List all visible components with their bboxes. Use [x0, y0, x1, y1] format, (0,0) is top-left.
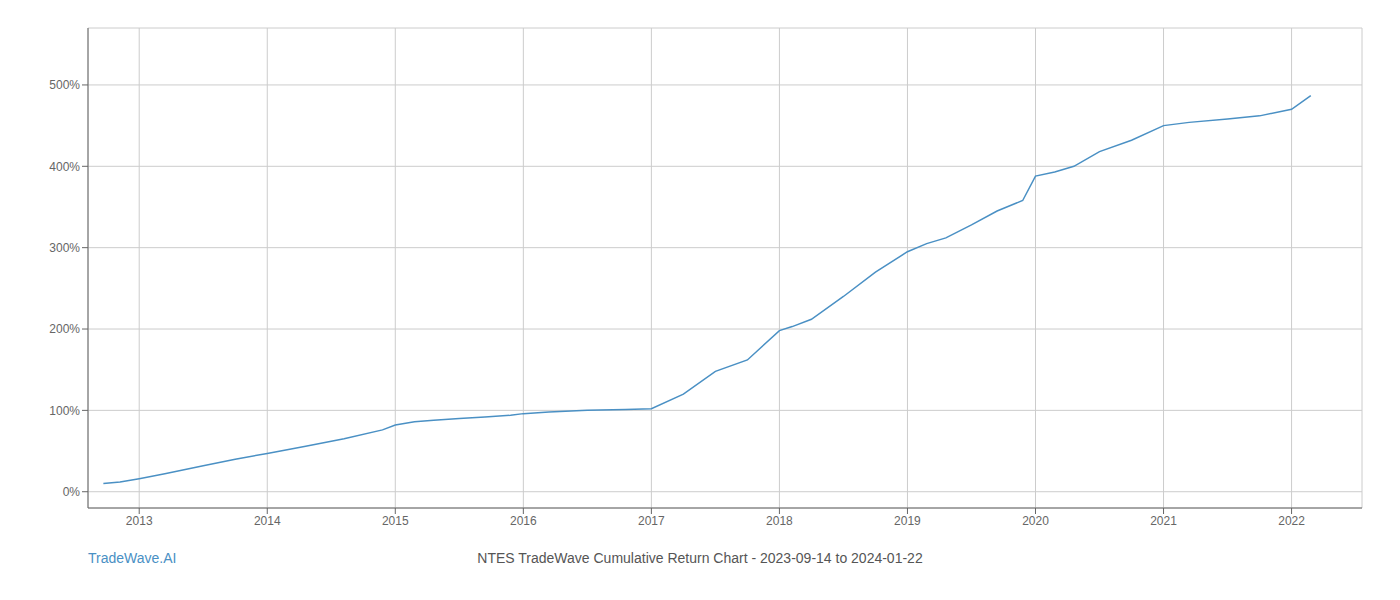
svg-text:2018: 2018 — [766, 514, 793, 528]
html-text:NTES TradeWave Cumulative Retu: NTES TradeWave Cumulative Return Chart -… — [477, 550, 923, 566]
svg-text:500%: 500% — [49, 78, 80, 92]
svg-text:0%: 0% — [63, 485, 81, 499]
svg-text:200%: 200% — [49, 322, 80, 336]
svg-text:2016: 2016 — [510, 514, 537, 528]
svg-text:2017: 2017 — [638, 514, 665, 528]
svg-text:2015: 2015 — [382, 514, 409, 528]
svg-text:2022: 2022 — [1278, 514, 1305, 528]
svg-text:400%: 400% — [49, 160, 80, 174]
svg-text:2020: 2020 — [1022, 514, 1049, 528]
svg-text:2021: 2021 — [1150, 514, 1177, 528]
svg-text:300%: 300% — [49, 241, 80, 255]
svg-text:2013: 2013 — [126, 514, 153, 528]
html-text:TradeWave.AI: TradeWave.AI — [88, 550, 177, 566]
svg-text:2019: 2019 — [894, 514, 921, 528]
svg-text:100%: 100% — [49, 404, 80, 418]
svg-text:2014: 2014 — [254, 514, 281, 528]
